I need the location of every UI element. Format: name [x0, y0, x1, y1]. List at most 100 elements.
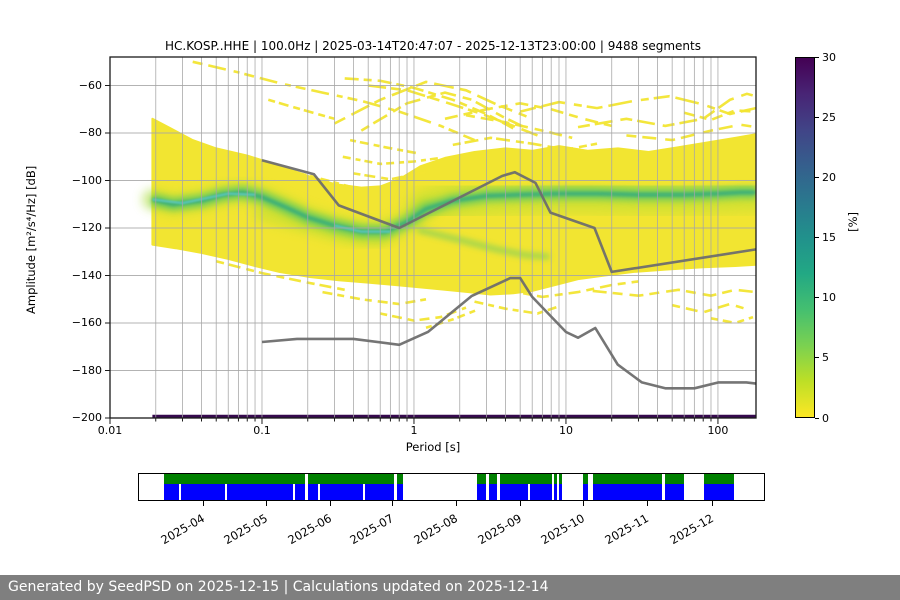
- outlier-streak: [267, 98, 335, 121]
- colorbar-tick: [815, 297, 819, 299]
- outlier-streak: [671, 302, 750, 314]
- outlier-streak: [465, 113, 573, 140]
- plot-frame: [109, 56, 757, 419]
- availability-segment-green: [397, 474, 404, 484]
- month-tick-label: 2025-05: [221, 511, 270, 548]
- colorbar-tick-label: 10: [822, 291, 836, 305]
- availability-segment-green: [477, 474, 486, 484]
- outlier-streak: [215, 260, 345, 292]
- month-tick: [582, 501, 584, 506]
- ppsd-plot-area: [105, 56, 757, 424]
- availability-segment-green: [592, 474, 598, 484]
- colorbar-tick: [815, 237, 819, 238]
- y-tick-label: −200: [71, 411, 102, 424]
- availability-segment-blue: [308, 483, 319, 500]
- density-layer: [142, 60, 756, 418]
- availability-segment-blue: [598, 483, 663, 500]
- outlier-streak: [710, 315, 754, 325]
- outlier-streak: [342, 155, 441, 166]
- availability-segment-blue: [559, 483, 562, 500]
- month-tick: [519, 501, 521, 506]
- y-tick-label: −80: [78, 126, 102, 139]
- month-tick-label: 2025-09: [475, 511, 524, 548]
- footer-bar: Generated by SeedPSD on 2025-12-15 | Cal…: [0, 575, 900, 600]
- month-tick: [392, 501, 394, 506]
- month-tick: [711, 501, 713, 506]
- availability-segment-green: [582, 474, 588, 484]
- month-tick: [202, 501, 204, 506]
- colorbar-tick-label: 0: [822, 411, 829, 425]
- availability-segment-blue: [582, 483, 588, 500]
- availability-segment-green: [489, 474, 498, 484]
- availability-segment-blue: [477, 483, 486, 500]
- x-axis-label: Period [s]: [405, 440, 461, 454]
- colorbar-tick: [815, 176, 819, 178]
- outlier-streak: [683, 109, 756, 122]
- outlier-streak: [592, 288, 756, 298]
- colorbar-tick: [815, 56, 819, 58]
- outlier-streak: [368, 84, 538, 137]
- availability-segment-blue: [397, 483, 404, 500]
- availability-segment-blue: [592, 483, 598, 500]
- month-tick: [647, 501, 649, 506]
- nlnm-curve: [261, 276, 757, 390]
- outlier-streak: [444, 101, 613, 128]
- availability-segment-blue: [226, 483, 294, 500]
- outlier-streak: [474, 300, 560, 315]
- y-axis-label: Amplitude [m²/s⁴/Hz] [dB]: [24, 165, 38, 315]
- colorbar-tick: [815, 417, 819, 419]
- availability-segment-blue: [530, 483, 552, 500]
- availability-segment-blue: [320, 483, 364, 500]
- x-tick-label: 1: [410, 424, 418, 437]
- density-core-accent: [152, 192, 256, 205]
- colorbar-tick-label: 20: [822, 170, 836, 184]
- colorbar-tick-label: 15: [822, 231, 836, 244]
- availability-segment-blue: [295, 483, 305, 500]
- availability-segment-blue: [704, 483, 734, 500]
- availability-segment-green: [598, 474, 663, 484]
- availability-segment-blue: [499, 483, 528, 500]
- y-tick-label: −60: [78, 78, 102, 92]
- availability-segment-blue: [489, 483, 498, 500]
- outlier-streak: [349, 138, 418, 155]
- y-tick-label: −180: [71, 363, 102, 377]
- month-tick-label: 2025-11: [602, 511, 652, 548]
- availability-timeline: [138, 473, 765, 506]
- availability-segment-green: [164, 474, 305, 484]
- month-tick: [265, 501, 267, 506]
- x-tick-label: 0.1: [253, 424, 271, 437]
- availability-segment-blue: [664, 483, 684, 500]
- month-tick-label: 2025-04: [158, 511, 207, 548]
- availability-segment-blue: [365, 483, 394, 500]
- x-tick-label: 10: [558, 424, 573, 437]
- plot-title: HC.KOSP..HHE | 100.0Hz | 2025-03-14T20:4…: [165, 39, 701, 53]
- month-tick-label: 2025-08: [411, 511, 460, 548]
- month-tick-label: 2025-12: [666, 511, 716, 548]
- outlier-streak: [577, 92, 756, 129]
- availability-segment-green: [559, 474, 562, 484]
- y-tick-label: −100: [71, 173, 102, 187]
- month-tick-label: 2025-06: [285, 511, 334, 548]
- outlier-streak: [322, 290, 427, 306]
- density-secondary-streak: [417, 227, 550, 260]
- x-tick-label: 100: [707, 424, 729, 437]
- x-tick-label: 0.01: [97, 424, 123, 437]
- colorbar-tick-label: 30: [822, 50, 836, 64]
- availability-segment-green: [554, 474, 557, 484]
- month-tick: [329, 501, 331, 506]
- outlier-streak: [192, 60, 476, 142]
- y-tick-label: −160: [71, 316, 102, 329]
- colorbar-tick: [815, 116, 819, 118]
- availability-segment-green: [704, 474, 734, 484]
- outlier-streak: [425, 308, 478, 330]
- outlier-streak: [273, 166, 354, 189]
- nhnm-curve: [261, 159, 757, 274]
- availability-segment-blue: [180, 483, 225, 500]
- availability-segment-green: [499, 474, 552, 484]
- availability-segment-blue: [164, 483, 179, 500]
- colorbar-tick-label: 25: [822, 110, 836, 124]
- colorbar-label: [%]: [846, 212, 860, 232]
- colorbar-tick: [815, 357, 819, 359]
- colorbar: [795, 57, 815, 418]
